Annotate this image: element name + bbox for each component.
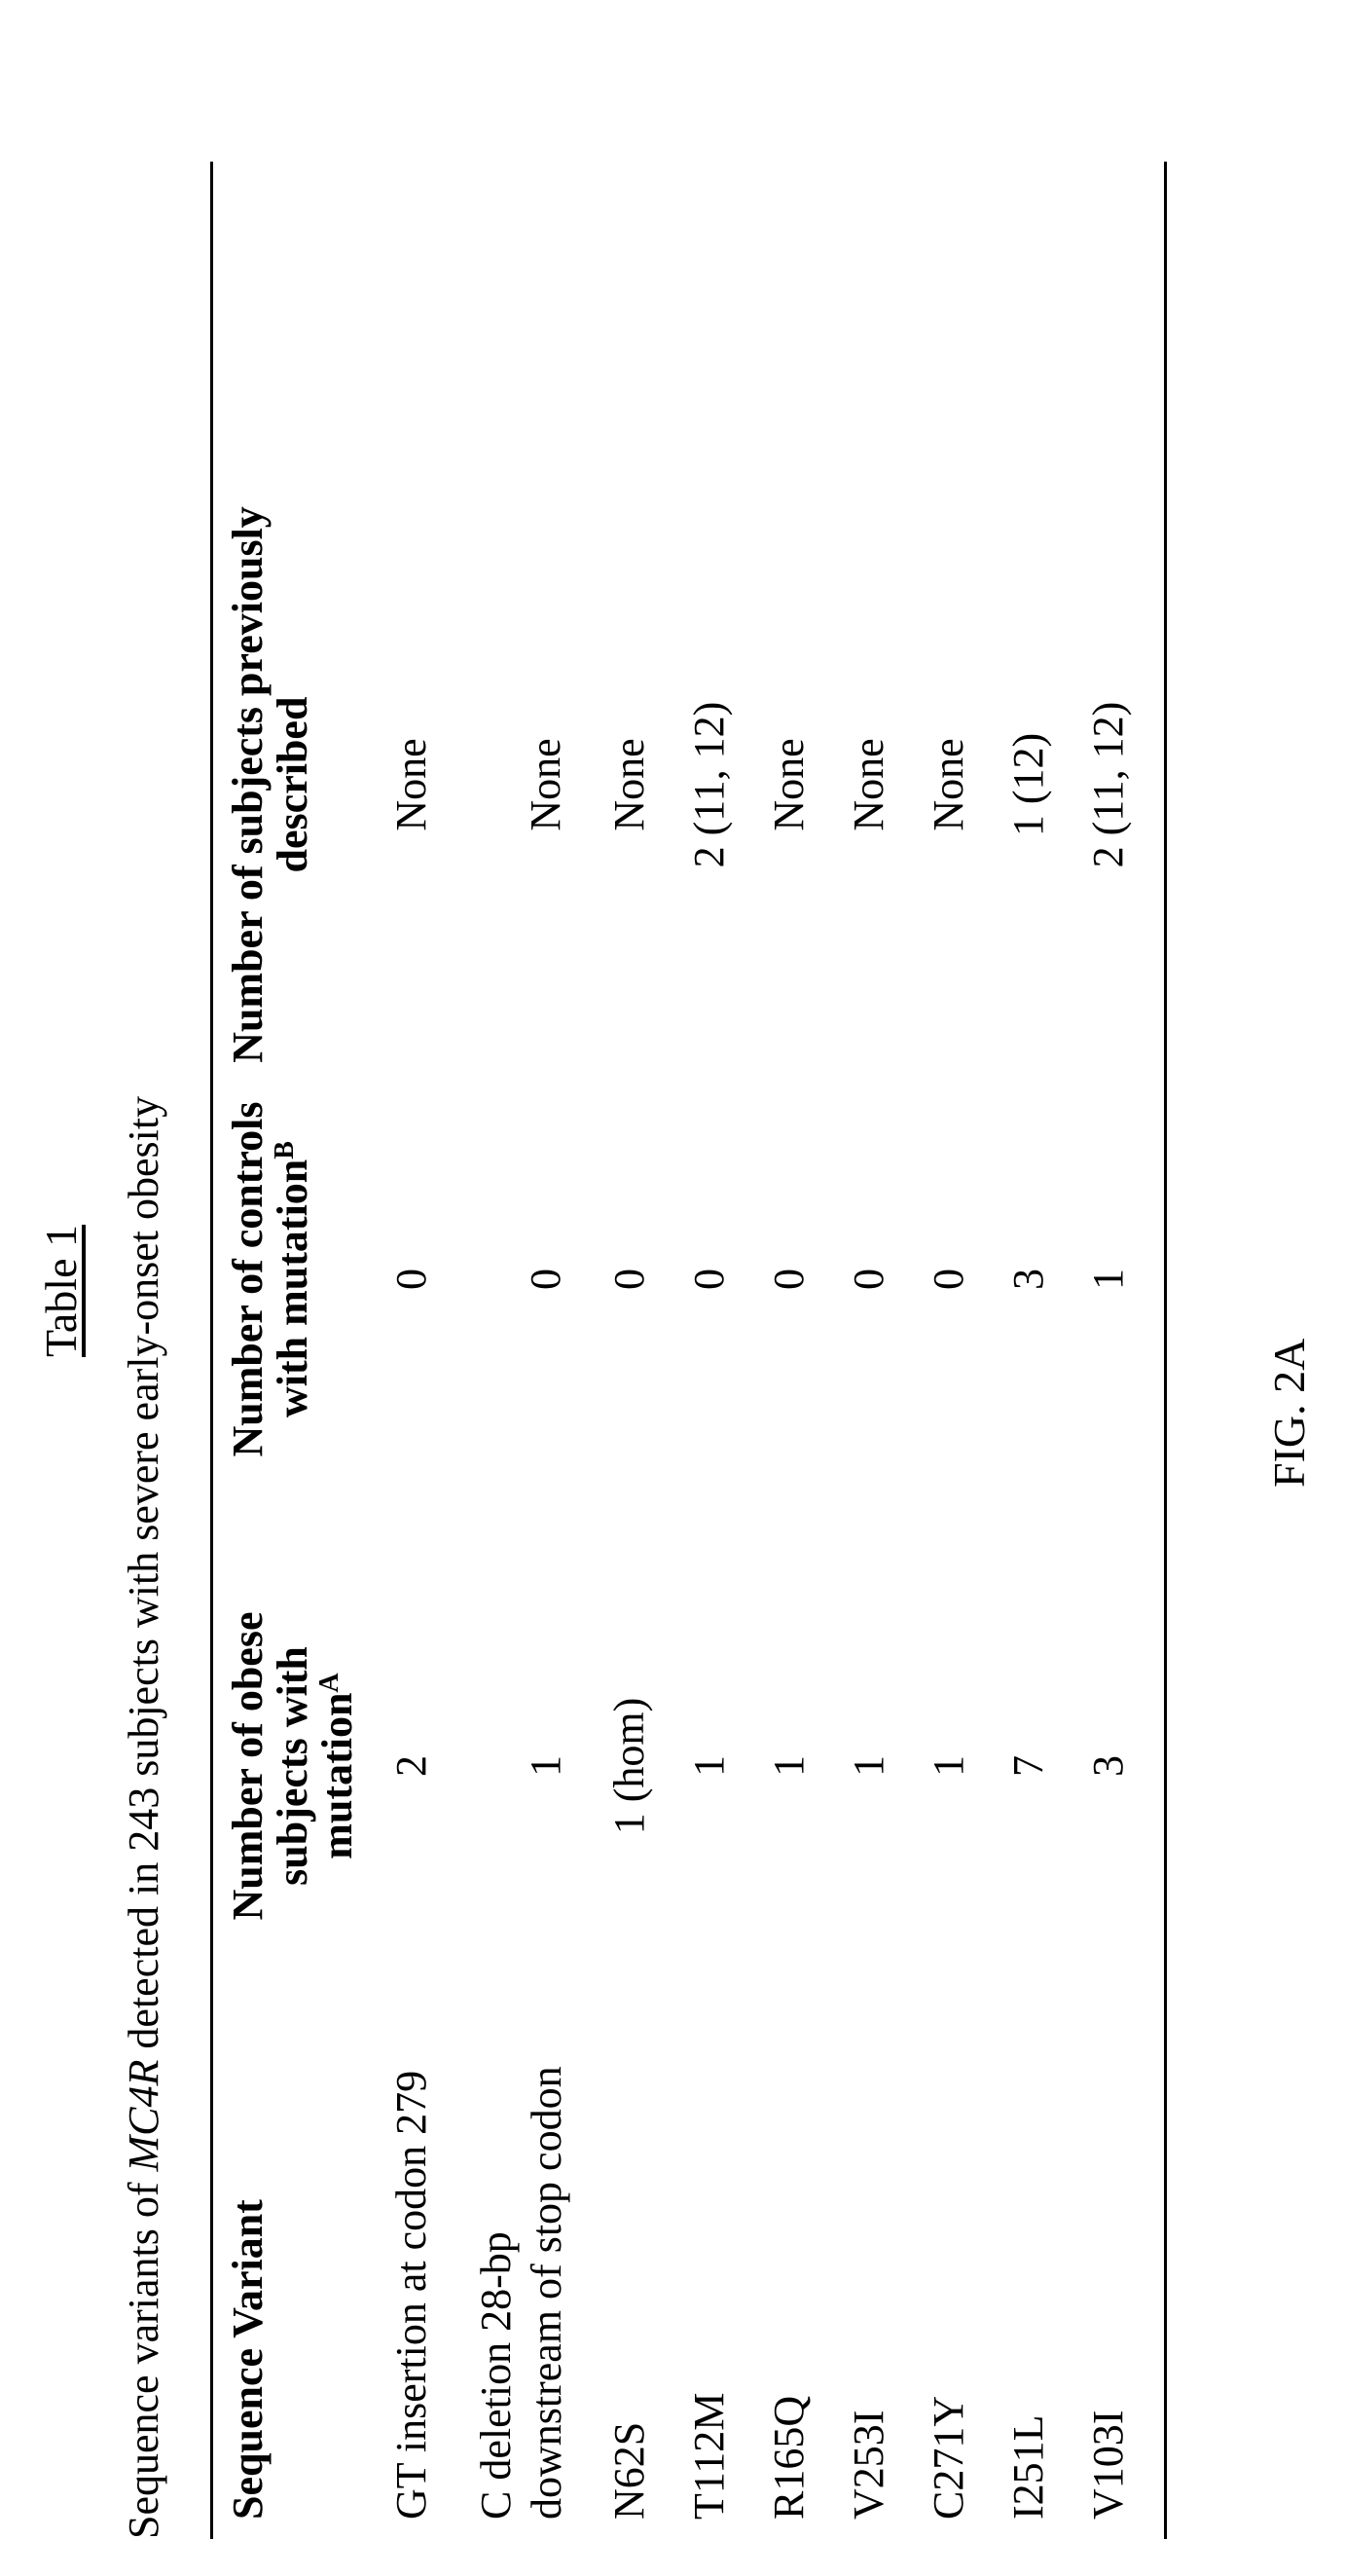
figure-label: FIG. 2A [1263,1339,1315,1488]
row-1-obese: 2 [387,1562,436,1970]
header-obese-subjects: Number of obese subjects with mutationA [226,1562,360,1970]
row-6-variant: V253I [845,2410,893,2520]
row-2-obese: 1 [522,1562,570,1970]
row-6-obese: 1 [845,1562,893,1970]
row-9-variant: V103I [1084,2410,1133,2520]
table-top-rule [210,162,213,2539]
row-4-variant: T112M [685,2393,734,2520]
row-5-obese: 1 [765,1562,814,1970]
row-1-previous: None [387,493,436,1077]
caption-suffix: detected in 243 subjects with severe ear… [120,1096,167,2060]
row-5-variant: R165Q [765,2396,814,2520]
row-4-previous: 2 (11, 12) [685,493,734,1077]
header-controls: Number of controls with mutationB [226,1065,315,1493]
row-5-previous: None [765,493,814,1077]
header-sequence-variant: Sequence Variant [226,2199,271,2520]
row-7-controls: 0 [925,1065,973,1493]
row-8-previous: 1 (12) [1004,493,1053,1077]
row-6-previous: None [845,493,893,1077]
caption-gene: MC4R [120,2060,167,2172]
row-3-variant: N62S [605,2422,654,2520]
row-3-obese: 1 (hom) [605,1562,654,1970]
header-obese-text: Number of obese subjects with mutation [224,1612,361,1921]
row-7-variant: C271Y [925,2396,973,2520]
row-1-variant: GT insertion at codon 279 [387,2071,436,2520]
row-4-obese: 1 [685,1562,734,1970]
row-2-controls: 0 [522,1065,570,1493]
row-6-controls: 0 [845,1065,893,1493]
row-8-obese: 7 [1004,1562,1053,1970]
table-caption: Sequence variants of MC4R detected in 24… [119,1096,168,2539]
row-3-controls: 0 [605,1065,654,1493]
row-1-controls: 0 [387,1065,436,1493]
row-5-controls: 0 [765,1065,814,1493]
row-7-previous: None [925,493,973,1077]
row-3-previous: None [605,493,654,1077]
row-9-previous: 2 (11, 12) [1084,493,1133,1077]
caption-prefix: Sequence variants of [120,2171,167,2539]
row-9-obese: 3 [1084,1562,1133,1970]
header-controls-footnote: B [270,1141,300,1159]
table-title: Table 1 [35,1225,87,1357]
header-obese-footnote: A [314,1673,345,1692]
row-8-controls: 3 [1004,1065,1053,1493]
row-2-previous: None [522,493,570,1077]
header-previously-described: Number of subjects previously described [226,493,315,1077]
row-4-controls: 0 [685,1065,734,1493]
row-2-variant: C deletion 28-bp downstream of stop codo… [471,2013,572,2520]
row-9-controls: 1 [1084,1065,1133,1493]
row-8-variant: I251L [1004,2414,1053,2520]
row-7-obese: 1 [925,1562,973,1970]
table-bottom-rule [1164,162,1167,2539]
